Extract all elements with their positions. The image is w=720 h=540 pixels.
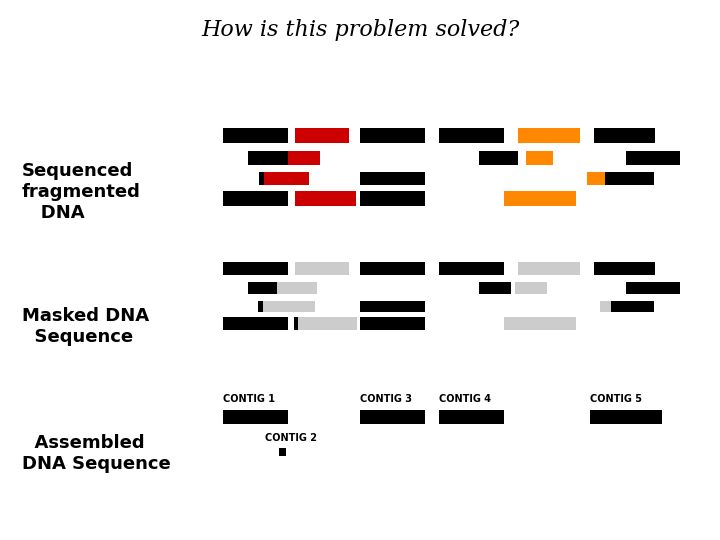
Bar: [295, 128, 349, 143]
Bar: [277, 282, 317, 294]
Bar: [263, 301, 315, 312]
Bar: [479, 151, 518, 165]
Bar: [626, 282, 680, 294]
Bar: [294, 317, 298, 330]
Bar: [360, 317, 425, 330]
Bar: [223, 191, 288, 206]
Bar: [223, 262, 288, 275]
Bar: [264, 172, 309, 185]
Bar: [594, 128, 655, 143]
Bar: [605, 172, 654, 185]
Bar: [439, 262, 504, 275]
Bar: [295, 191, 356, 206]
Bar: [504, 317, 576, 330]
Bar: [295, 262, 349, 275]
Bar: [587, 172, 605, 185]
Bar: [611, 301, 654, 312]
Bar: [259, 172, 264, 185]
Bar: [594, 262, 655, 275]
Bar: [248, 151, 288, 165]
Text: CONTIG 1: CONTIG 1: [223, 394, 275, 404]
Bar: [360, 262, 425, 275]
Text: Masked DNA
  Sequence: Masked DNA Sequence: [22, 307, 149, 346]
Text: CONTIG 5: CONTIG 5: [590, 394, 642, 404]
Bar: [360, 172, 425, 185]
Bar: [626, 151, 680, 165]
Bar: [600, 301, 611, 312]
Bar: [504, 191, 576, 206]
Text: CONTIG 3: CONTIG 3: [360, 394, 412, 404]
Bar: [223, 410, 288, 424]
Bar: [360, 191, 425, 206]
Bar: [288, 151, 320, 165]
Text: How is this problem solved?: How is this problem solved?: [201, 19, 519, 41]
Bar: [223, 128, 288, 143]
Text: Sequenced
fragmented
   DNA: Sequenced fragmented DNA: [22, 162, 140, 221]
Bar: [223, 317, 288, 330]
Bar: [248, 282, 277, 294]
Bar: [526, 151, 553, 165]
Bar: [360, 301, 425, 312]
Text: CONTIG 4: CONTIG 4: [439, 394, 491, 404]
Text: Assembled
DNA Sequence: Assembled DNA Sequence: [22, 434, 171, 473]
Bar: [360, 410, 425, 424]
Bar: [439, 410, 504, 424]
Text: CONTIG 2: CONTIG 2: [265, 433, 317, 443]
Bar: [590, 410, 662, 424]
Bar: [518, 128, 580, 143]
Bar: [258, 301, 263, 312]
Bar: [479, 282, 511, 294]
Bar: [518, 262, 580, 275]
Bar: [279, 448, 286, 456]
Bar: [439, 128, 504, 143]
Bar: [298, 317, 357, 330]
Bar: [360, 128, 425, 143]
Bar: [515, 282, 547, 294]
